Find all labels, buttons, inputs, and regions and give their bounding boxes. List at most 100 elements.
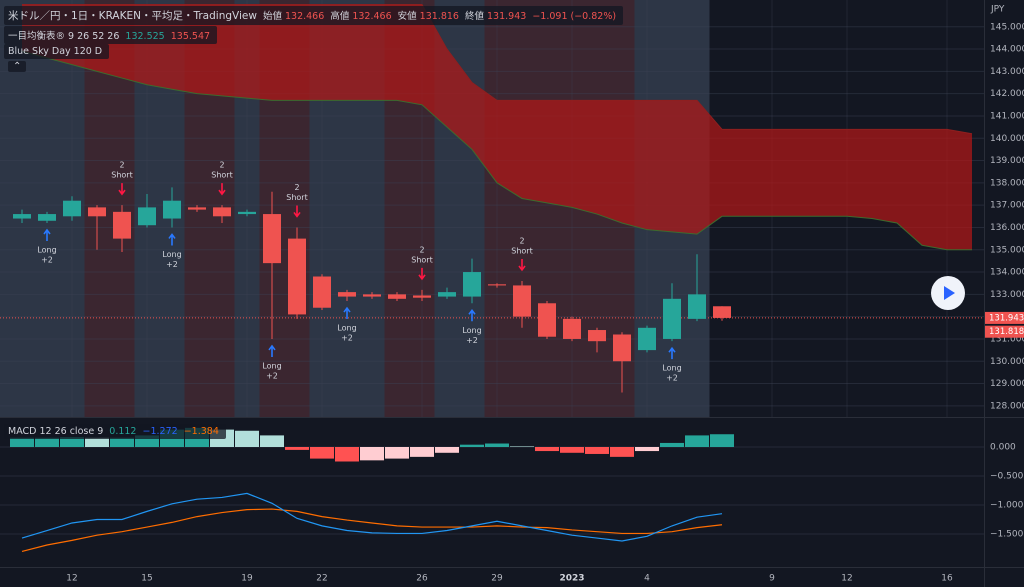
signal-label: Long [462,326,481,335]
change-label: −1.091 (−0.82%) [532,11,617,22]
short-arrow [218,183,226,196]
long-arrow [43,228,51,241]
histogram-bar [335,447,359,462]
candle-body [463,272,481,297]
histogram-bar [435,447,459,453]
day-shade [534,0,560,417]
signal-count: +2 [666,374,678,383]
histogram-bar [460,444,484,447]
x-tick-label: 12 [66,574,77,584]
short-arrow [418,267,426,281]
candle-body [288,238,306,315]
price-tag-label: 131.943 [989,313,1024,323]
signal-label: Long [262,361,281,370]
ichimoku-legend: 一目均衡表® 9 26 52 26 132.525 135.547 [4,26,218,44]
day-shade [459,0,485,417]
signal-label: Short [211,171,232,180]
x-tick-label: 29 [491,574,503,584]
y-tick-label: 130.000 [990,357,1024,367]
price-tag [985,311,1024,324]
histogram-bar [560,447,584,453]
candle-body [388,294,406,299]
y-tick-label: 129.000 [990,379,1024,389]
signal-line [21,508,723,552]
candle-body [713,306,731,318]
y-tick-label: 133.000 [990,290,1024,300]
y-tick-label: 141.000 [990,111,1024,121]
y-tick-label: 142.000 [990,89,1024,99]
histogram-bar [60,437,84,447]
candle-body [613,334,631,362]
short-arrow [518,258,526,272]
signal-label: Short [411,255,432,264]
x-tick-label: 2023 [559,574,584,584]
collapse-button[interactable]: ⌃ [8,61,27,72]
candle-body [363,294,381,297]
candle-body [338,292,356,297]
symbol-header: 米ドル／円・1日・KRAKEN・平均足・TradingView 始値 132.46… [4,6,624,25]
macd-legend: MACD 12 26 close 9 0.112 −1.272 −1.384 [4,424,226,439]
signal-label: Long [162,250,181,259]
ichimoku-value: 132.525 [125,31,165,42]
symbol-title: 米ドル／円・1日・KRAKEN・平均足・TradingView [8,10,257,22]
y-tick-label: 144.000 [990,45,1024,55]
currency-label: JPY [990,5,1005,15]
x-tick-label: 19 [241,574,253,584]
long-arrow [168,233,176,246]
x-tick-label: 22 [316,574,327,584]
signal-label: Short [111,171,132,180]
signal-count: +2 [341,334,353,343]
ohlc-label: 終値 [465,11,485,22]
price-tag-label: 131.818 [989,327,1024,337]
y-tick-label: −1.500 [990,530,1024,540]
candle-body [563,318,581,339]
histogram-bar [235,430,259,447]
histogram-bar [385,447,409,459]
day-shade [34,0,60,417]
y-tick-label: 128.000 [990,401,1024,411]
histogram-bar [135,435,159,447]
y-tick-label: 143.000 [990,67,1024,77]
histogram-bar [660,442,684,447]
candle-body [113,211,131,239]
macd-line [21,492,723,542]
candle-body [88,207,106,217]
candle-body [538,303,556,337]
histogram-bar [510,446,534,447]
y-tick-label: 135.000 [990,245,1024,255]
signal-label: Short [286,193,307,202]
histogram-bar [410,447,434,457]
histogram-bar [285,447,309,450]
y-tick-label: 131.000 [990,334,1024,344]
candle-body [63,200,81,217]
histogram-bar [610,447,634,457]
histogram-bar [85,437,109,447]
ohlc-value: 132.466 [352,11,392,22]
candle-body [13,214,31,219]
signal-count: 2 [294,183,299,192]
y-tick-label: 134.000 [990,268,1024,278]
y-tick-label: 136.000 [990,223,1024,233]
ohlc-label: 安値 [397,11,417,22]
x-tick-label: 12 [841,574,852,584]
signal-label: Long [662,364,681,373]
long-arrow [343,306,351,320]
candle-body [638,327,656,351]
x-tick-label: 16 [941,574,953,584]
macd-value: 0.112 [109,426,137,437]
y-tick-label: −1.000 [990,501,1024,511]
x-tick-label: 4 [644,574,650,584]
x-tick-label: 15 [141,574,152,584]
signal-label: Short [511,246,532,255]
candle-body [438,292,456,297]
y-tick-label: 137.000 [990,201,1024,211]
histogram-bar [685,435,709,447]
x-tick-label: 9 [769,574,775,584]
short-arrow [118,183,126,196]
candle-body [663,298,681,339]
candle-body [238,211,256,215]
signal-count: 2 [419,245,424,254]
span-lower-line [21,50,972,251]
